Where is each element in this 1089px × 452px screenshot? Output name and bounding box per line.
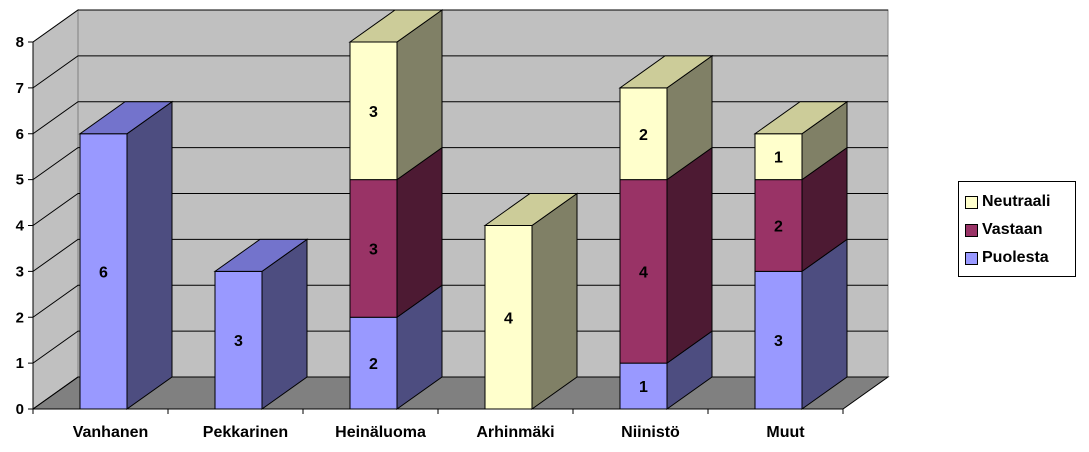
- bar-front-puolesta: [214, 270, 263, 410]
- y-tick-label: 1: [16, 355, 24, 372]
- x-tick-label: Heinäluoma: [335, 424, 426, 441]
- gridline: [32, 238, 888, 272]
- gridline: [32, 55, 888, 89]
- legend-item-puolesta: Puolesta: [965, 244, 1075, 272]
- bar-value-label: 6: [99, 264, 108, 281]
- y-tick-label: 7: [16, 80, 24, 97]
- gridline: [32, 284, 888, 318]
- bar-value-label: 3: [234, 333, 243, 350]
- bar-side-puolesta: [126, 100, 173, 410]
- bar-top-puolesta: [78, 101, 174, 135]
- gridline: [32, 147, 888, 181]
- y-tick-label: 5: [16, 172, 24, 189]
- bar-value-label: 4: [639, 264, 648, 281]
- y-tick-label: 2: [16, 309, 24, 326]
- legend-item-vastaan: Vastaan: [965, 216, 1075, 244]
- bar-top-puolesta: [213, 238, 309, 272]
- gridline: [32, 101, 888, 135]
- x-tick-label: Niinistö: [621, 424, 680, 441]
- legend-item-neutraali: Neutraali: [965, 188, 1075, 216]
- y-tick-label: 0: [16, 401, 24, 418]
- legend: Neutraali Vastaan Puolesta: [958, 181, 1076, 277]
- y-tick-label: 3: [16, 263, 24, 280]
- gridline: [32, 330, 888, 364]
- bar-front-vastaan: [349, 179, 398, 318]
- y-tick-label: 4: [16, 218, 25, 235]
- bar-side-neutraali: [531, 192, 578, 410]
- bar-value-label: 2: [639, 127, 648, 144]
- bar-top-neutraali: [483, 193, 579, 226]
- gridline: [32, 193, 888, 226]
- bar-value-label: 2: [774, 219, 783, 236]
- bar-value-label: 3: [369, 241, 378, 258]
- bar-value-label: 1: [639, 379, 648, 396]
- bar-front-neutraali: [619, 87, 668, 181]
- legend-label-vastaan: Vastaan: [982, 221, 1043, 238]
- bar-top-neutraali: [618, 55, 714, 89]
- bar-value-label: 1: [774, 150, 783, 167]
- x-tick-label: Arhinmäki: [476, 424, 554, 441]
- bar-side-vastaan: [666, 146, 713, 365]
- x-tick-label: Muut: [766, 424, 805, 441]
- bar-value-label: 3: [369, 104, 378, 121]
- bar-top-neutraali: [753, 101, 849, 135]
- bar-front-vastaan: [619, 179, 668, 364]
- legend-swatch-neutraali: [965, 195, 978, 209]
- legend-swatch-puolesta: [965, 251, 978, 265]
- legend-label-puolesta: Puolesta: [982, 249, 1049, 266]
- bar-value-label: 2: [369, 356, 378, 373]
- bar-value-label: 3: [774, 333, 783, 350]
- y-tick-label: 8: [16, 34, 24, 51]
- bar-front-puolesta: [619, 362, 668, 410]
- bar-front-neutraali: [484, 225, 533, 410]
- x-tick-label: Pekkarinen: [203, 424, 288, 441]
- bar-value-label: 4: [504, 310, 513, 327]
- bar-top-neutraali: [348, 9, 444, 43]
- legend-swatch-vastaan: [965, 223, 978, 237]
- gridline: [32, 376, 888, 410]
- x-tick-label: Vanhanen: [73, 424, 149, 441]
- y-tick-label: 6: [16, 126, 24, 143]
- legend-label-neutraali: Neutraali: [982, 193, 1051, 210]
- gridline: [32, 9, 888, 43]
